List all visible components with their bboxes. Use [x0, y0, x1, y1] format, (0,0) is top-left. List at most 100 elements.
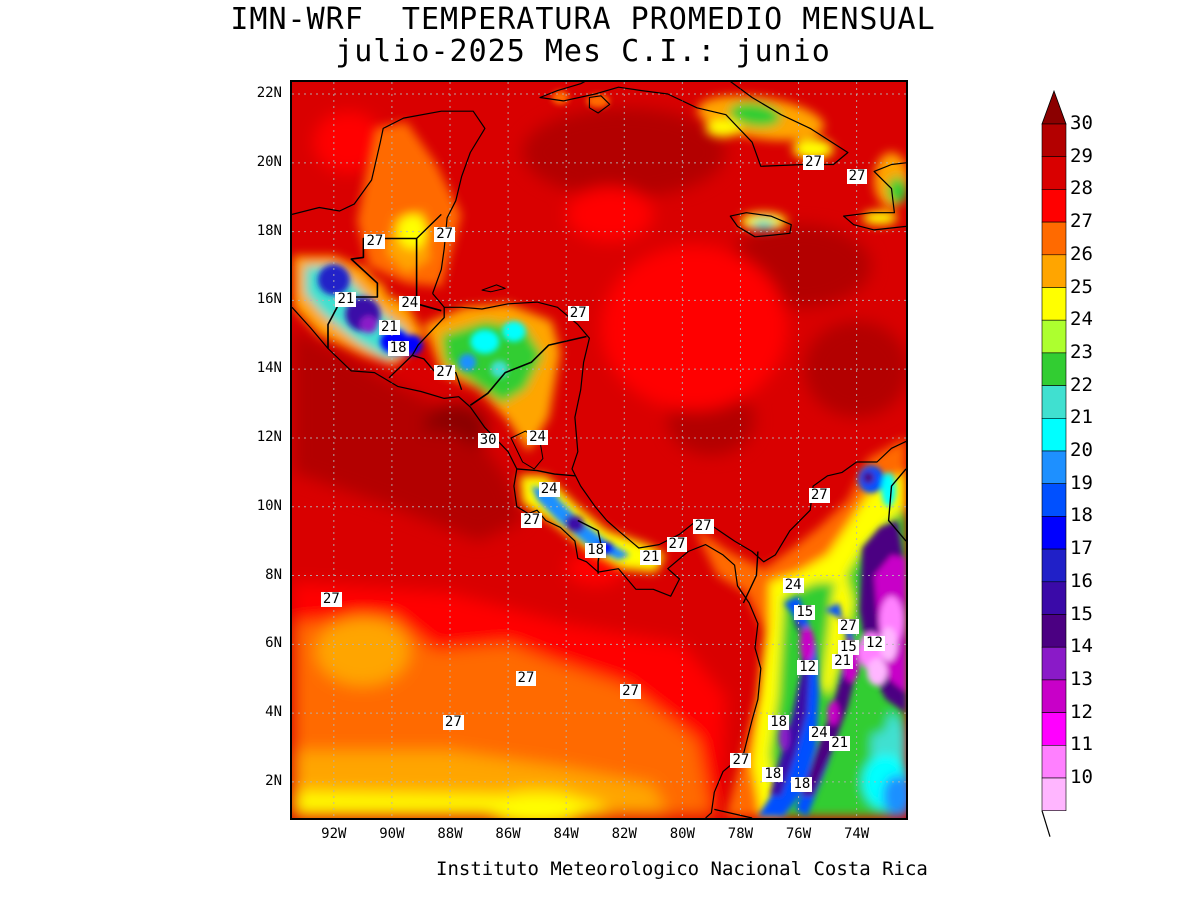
colorbar-label-25: 25 [1070, 275, 1093, 298]
colorbar-bin [1041, 646, 1067, 681]
colorbar-bin [1041, 450, 1067, 485]
lat-label-2N: 2N [265, 772, 282, 789]
colorbar-label-11: 11 [1070, 733, 1093, 756]
contour-label: 24 [538, 480, 560, 497]
colorbar-bin [1041, 548, 1067, 583]
lon-label-92W: 92W [321, 826, 347, 842]
contour-label: 27 [803, 153, 824, 170]
colorbar-bin [1041, 254, 1067, 288]
colorbar-bin [1041, 614, 1067, 648]
colorbar-label-19: 19 [1070, 471, 1093, 494]
contour-label: 18 [762, 766, 784, 782]
colorbar-label-29: 29 [1070, 144, 1093, 167]
contour-label: 12 [797, 659, 819, 676]
lon-label-86W: 86W [495, 826, 521, 842]
map-title: IMN-WRF TEMPERATURA PROMEDIO MENSUAL [230, 2, 936, 37]
colorbar-bin [1041, 189, 1067, 223]
contour-label: 21 [832, 652, 853, 669]
lon-label-84W: 84W [553, 826, 579, 842]
colorbar-arrow [1041, 89, 1067, 125]
contour-label: 27 [692, 518, 714, 535]
contour-label: 18 [791, 776, 813, 793]
contour-label: 24 [527, 428, 548, 445]
lon-label-74W: 74W [843, 826, 870, 842]
colorbar-bin [1041, 287, 1067, 321]
colorbar-bin [1041, 581, 1067, 615]
lat-label-6N: 6N [265, 635, 282, 652]
colorbar-label-21: 21 [1070, 406, 1093, 429]
map-subtitle: julio-2025 Mes C.I.: junio [335, 34, 831, 69]
contour-label: 21 [829, 735, 851, 752]
lat-label-22N: 22N [256, 85, 282, 102]
colorbar-bin [1041, 483, 1067, 517]
colorbar-bin [1041, 385, 1067, 419]
lon-label-88W: 88W [437, 826, 463, 842]
colorbar-bin [1041, 744, 1067, 779]
lon-label-76W: 76W [785, 826, 812, 842]
contour-label: 27 [364, 232, 386, 249]
colorbar-label-17: 17 [1070, 537, 1093, 560]
lat-label-4N: 4N [265, 704, 282, 721]
lat-label-8N: 8N [265, 566, 282, 583]
lat-label-14N: 14N [256, 360, 282, 377]
contour-label: 27 [320, 590, 342, 607]
lat-label-12N: 12N [256, 428, 282, 445]
contour-label: 18 [585, 542, 607, 559]
colorbar-bin [1041, 352, 1067, 386]
colorbar-label-18: 18 [1070, 504, 1093, 527]
lat-label-18N: 18N [256, 222, 282, 239]
contour-label: 18 [768, 714, 790, 731]
contour-label: 21 [379, 318, 400, 335]
contour-label: 27 [434, 226, 456, 243]
contour-label: 21 [640, 549, 662, 566]
colorbar-bin [1041, 679, 1067, 713]
colorbar-bin [1041, 156, 1067, 190]
lat-label-20N: 20N [256, 153, 282, 170]
colorbar-bin [1041, 777, 1067, 812]
contour-label: 27 [521, 511, 543, 528]
temperature-field [292, 82, 906, 818]
institute-credit: Instituto Meteorologico Nacional Costa R… [436, 858, 928, 880]
lon-label-82W: 82W [611, 826, 637, 842]
colorbar-bin [1041, 417, 1067, 452]
colorbar-label-27: 27 [1070, 210, 1093, 233]
lat-label-16N: 16N [256, 291, 282, 308]
lon-label-80W: 80W [669, 826, 695, 842]
contour-label: 24 [399, 294, 421, 311]
colorbar-bin [1041, 319, 1067, 354]
contour-label: 27 [846, 167, 868, 184]
colorbar-bin [1041, 123, 1067, 158]
colorbar-bin [1041, 221, 1067, 256]
lat-label-10N: 10N [256, 497, 282, 514]
colorbar-label-24: 24 [1070, 308, 1093, 331]
colorbar-label-15: 15 [1070, 602, 1093, 625]
contour-label: 27 [730, 752, 752, 769]
colorbar-bin [1041, 712, 1067, 746]
contour-label: 21 [335, 291, 357, 308]
contour-label: 15 [794, 604, 816, 621]
lon-label-90W: 90W [379, 826, 405, 842]
contour-label: 27 [442, 714, 464, 731]
colorbar-label-10: 10 [1070, 766, 1093, 788]
contour-label: 30 [477, 432, 499, 449]
colorbar-label-23: 23 [1070, 340, 1093, 363]
colorbar-label-28: 28 [1070, 177, 1093, 200]
colorbar-label-26: 26 [1070, 242, 1093, 265]
colorbar-label-20: 20 [1070, 439, 1093, 461]
contour-label: 18 [387, 339, 409, 356]
contour-label: 27 [837, 618, 859, 635]
contour-label: 24 [808, 724, 830, 741]
contour-label: 27 [515, 669, 537, 686]
colorbar-label-16: 16 [1070, 569, 1093, 592]
contour-label: 27 [620, 683, 641, 700]
contour-label: 27 [666, 535, 688, 552]
colorbar-label-30: 30 [1070, 112, 1093, 134]
colorbar-label-22: 22 [1070, 373, 1093, 396]
lon-label-78W: 78W [727, 826, 754, 842]
colorbar-label-12: 12 [1070, 700, 1093, 723]
contour-label: 27 [808, 487, 830, 504]
colorbar-label-14: 14 [1070, 635, 1093, 658]
contour-label: 12 [864, 635, 885, 652]
temperature-map [290, 80, 908, 820]
contour-label: 15 [837, 638, 859, 655]
